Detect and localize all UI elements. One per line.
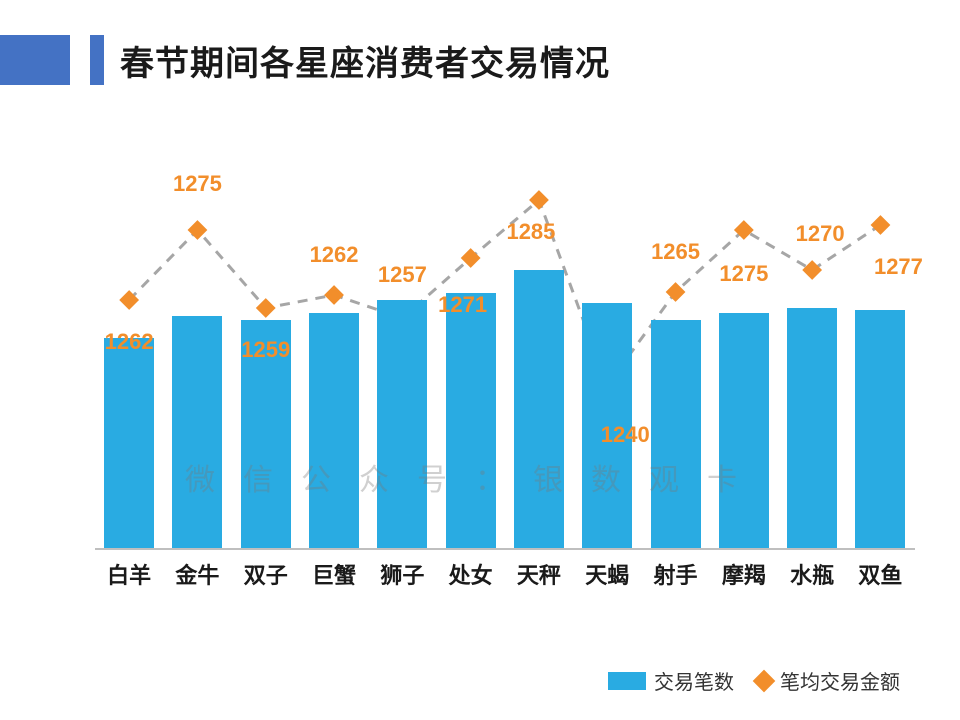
header-accent-block: [0, 35, 70, 85]
diamond-marker: [188, 220, 208, 240]
bar: [514, 270, 564, 548]
legend-swatch-bar: [608, 672, 646, 690]
value-label: 1257: [378, 262, 427, 288]
value-label: 1277: [874, 254, 923, 280]
value-label: 1270: [796, 221, 845, 247]
plot-area: 1262 1275 1259 1262 1257 1271 1285 1240 1265 1275…: [95, 150, 915, 550]
category-label: 天秤: [517, 558, 561, 590]
value-label: 1275: [173, 171, 222, 197]
category-label: 处女: [449, 558, 493, 590]
legend-item-bars: 交易笔数: [608, 666, 734, 695]
category-label: 白羊: [107, 558, 151, 590]
category-label: 狮子: [380, 558, 424, 590]
value-label: 1271: [438, 292, 487, 318]
diamond-marker: [256, 298, 276, 318]
category-label: 天蝎: [585, 558, 629, 590]
legend-label-line: 笔均交易金额: [780, 666, 900, 695]
legend: 交易笔数 笔均交易金额: [608, 666, 900, 695]
bar: [446, 293, 496, 548]
category-label: 巨蟹: [312, 558, 356, 590]
value-label: 1275: [719, 261, 768, 287]
category-label: 金牛: [175, 558, 219, 590]
category-label: 射手: [654, 558, 698, 590]
legend-label-bars: 交易笔数: [654, 666, 734, 695]
bar: [855, 310, 905, 548]
value-label: 1262: [105, 329, 154, 355]
bar: [787, 308, 837, 548]
value-label: 1285: [506, 219, 555, 245]
value-label: 1240: [601, 422, 650, 448]
chart: 1262 1275 1259 1262 1257 1271 1285 1240 1265 1275…: [95, 150, 915, 580]
value-label: 1265: [651, 239, 700, 265]
header-accent-bar: [90, 35, 104, 85]
diamond-marker: [461, 248, 481, 268]
category-label: 双子: [244, 558, 288, 590]
bar: [172, 316, 222, 548]
diamond-marker: [666, 282, 686, 302]
category-label: 双鱼: [858, 558, 902, 590]
category-label: 摩羯: [722, 558, 766, 590]
legend-swatch-diamond: [753, 669, 776, 692]
diamond-marker: [324, 285, 344, 305]
header: 春节期间各星座消费者交易情况: [0, 30, 960, 90]
page: 春节期间各星座消费者交易情况 1262127512591262125712711…: [0, 0, 960, 720]
value-label: 1262: [310, 242, 359, 268]
page-title: 春节期间各星座消费者交易情况: [120, 36, 610, 85]
value-label: 1259: [241, 337, 290, 363]
bar: [104, 338, 154, 548]
bar: [309, 313, 359, 548]
diamond-marker: [871, 215, 891, 235]
diamond-marker: [802, 260, 822, 280]
bar: [651, 320, 701, 548]
category-label: 水瓶: [790, 558, 834, 590]
bar: [719, 313, 769, 548]
legend-item-line: 笔均交易金额: [756, 666, 900, 695]
bar: [377, 300, 427, 548]
